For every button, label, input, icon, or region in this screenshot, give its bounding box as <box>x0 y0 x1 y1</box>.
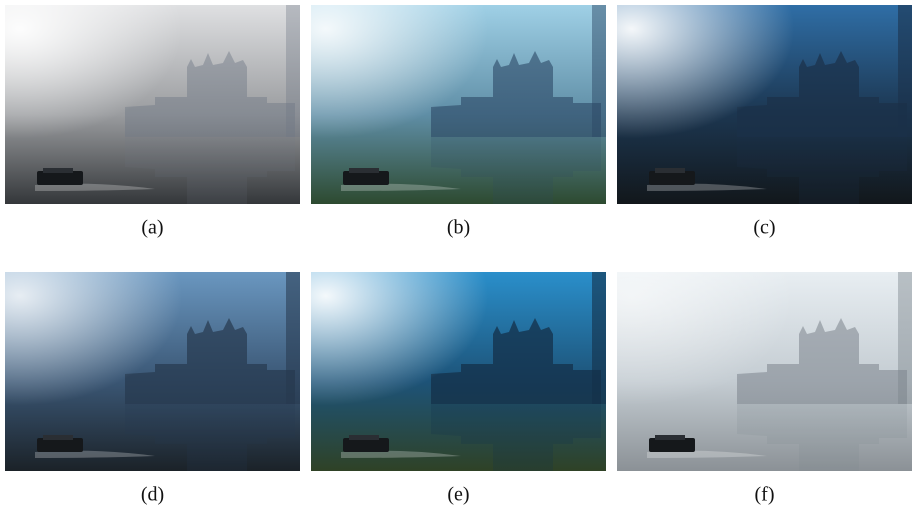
caption: (a) <box>141 217 163 239</box>
photo-panel <box>311 272 606 471</box>
wake <box>341 183 461 191</box>
wake <box>35 183 155 191</box>
boat <box>343 438 389 452</box>
boat-cabin <box>43 168 73 173</box>
wake <box>647 183 767 191</box>
boat-cabin <box>43 435 73 440</box>
caption: (e) <box>447 484 469 506</box>
photo-panel <box>5 272 300 471</box>
boat-cabin <box>349 168 379 173</box>
caption: (b) <box>447 217 470 239</box>
boat <box>649 438 695 452</box>
photo-panel <box>5 5 300 204</box>
caption: (c) <box>753 217 775 239</box>
photo-panel <box>617 272 912 471</box>
wake <box>647 450 767 458</box>
photo-panel <box>617 5 912 204</box>
wake <box>341 450 461 458</box>
boat <box>37 171 83 185</box>
photo-panel <box>311 5 606 204</box>
caption: (f) <box>755 484 775 506</box>
caption: (d) <box>141 484 164 506</box>
boat <box>649 171 695 185</box>
boat <box>37 438 83 452</box>
boat-cabin <box>655 435 685 440</box>
boat <box>343 171 389 185</box>
wake <box>35 450 155 458</box>
boat-cabin <box>655 168 685 173</box>
boat-cabin <box>349 435 379 440</box>
